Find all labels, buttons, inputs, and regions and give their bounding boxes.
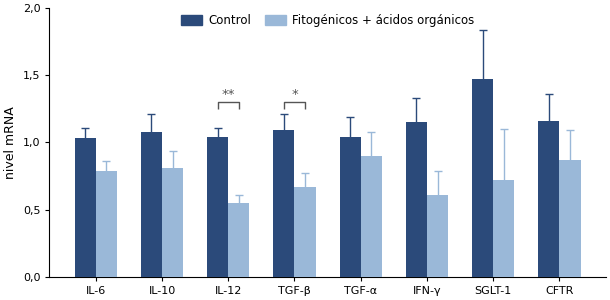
Bar (207, 137, 228, 277)
Legend: Control, Fitogénicos + ácidos orgánicos: Control, Fitogénicos + ácidos orgánicos (181, 14, 475, 27)
Bar (273, 130, 295, 277)
Bar (162, 168, 183, 277)
Bar (74, 139, 96, 277)
Bar (96, 171, 117, 277)
Bar (538, 121, 559, 277)
Bar (228, 203, 249, 277)
Bar (493, 180, 514, 277)
Bar (406, 122, 427, 277)
Bar (361, 156, 382, 277)
Bar (141, 132, 162, 277)
Bar (340, 137, 361, 277)
Bar (472, 80, 493, 277)
Bar (559, 160, 581, 277)
Text: *: * (291, 88, 298, 101)
Y-axis label: nivel mRNA: nivel mRNA (4, 106, 17, 179)
Bar (295, 187, 316, 277)
Bar (427, 195, 448, 277)
Text: **: ** (221, 88, 235, 101)
